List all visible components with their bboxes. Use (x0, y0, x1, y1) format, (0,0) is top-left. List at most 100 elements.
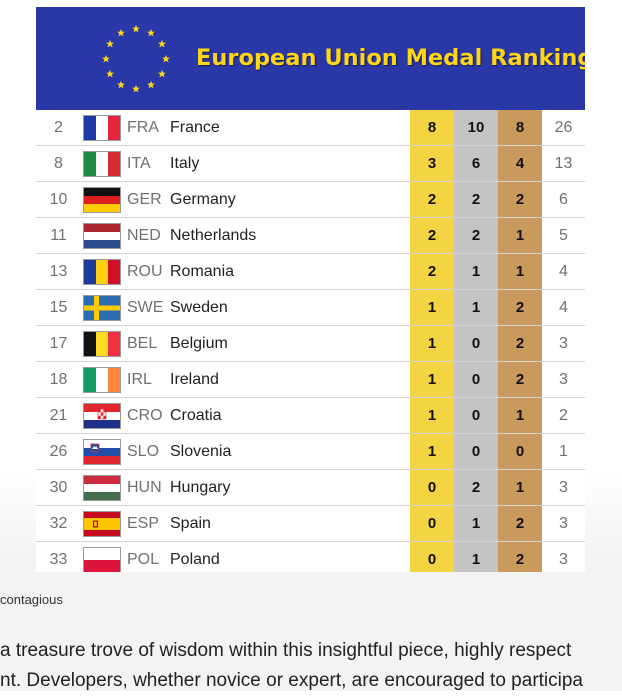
bronze-count: 4 (498, 146, 542, 181)
article-line: a treasure trove of wisdom within this i… (0, 640, 572, 661)
silver-count: 0 (454, 362, 498, 397)
rank-cell: 26 (49, 443, 68, 460)
bronze-count: 2 (498, 542, 542, 572)
country-name: Poland (170, 551, 220, 568)
rank-cell: 11 (50, 227, 67, 244)
gold-count: 1 (410, 362, 454, 397)
bronze-count: 0 (498, 434, 542, 469)
flag-italy-icon (84, 152, 120, 176)
flag-germany-icon (84, 188, 120, 212)
star-icon (102, 54, 110, 63)
rank-cell: 10 (49, 191, 68, 208)
gold-count: 2 (410, 218, 454, 253)
table-row: 30 HUN Hungary 0 2 1 3 (36, 470, 585, 506)
bronze-count: 1 (498, 398, 542, 433)
bronze-count: 1 (498, 254, 542, 289)
country-name: Slovenia (170, 443, 232, 460)
rank-cell: 15 (49, 299, 68, 316)
country-name: Netherlands (170, 227, 257, 244)
total-count: 6 (559, 191, 568, 208)
country-name: Romania (170, 263, 235, 280)
table-row: 13 ROU Romania 2 1 1 4 (36, 254, 585, 290)
silver-count: 2 (454, 470, 498, 505)
medal-ranking-image: European Union Medal Ranking 2 FRA France 8… (36, 7, 585, 572)
gold-count: 0 (410, 506, 454, 541)
total-count: 3 (559, 551, 568, 568)
table-row: 26 SLO Slovenia 1 0 0 1 (36, 434, 585, 470)
flag-ireland-icon (84, 368, 120, 392)
total-count: 1 (559, 443, 568, 460)
country-code: IRL (127, 371, 152, 388)
total-count: 3 (559, 371, 568, 388)
flag-spain-icon (84, 512, 120, 536)
gold-count: 3 (410, 146, 454, 181)
flag-france-icon (84, 116, 120, 140)
flag-romania-icon (84, 260, 120, 284)
country-code: SLO (127, 443, 160, 460)
country-name: Germany (170, 191, 236, 208)
star-icon (132, 24, 140, 33)
country-code: CRO (127, 407, 163, 424)
table-row: 8 ITA Italy 3 6 4 13 (36, 146, 585, 182)
country-name: Spain (170, 515, 211, 532)
bronze-count: 2 (498, 182, 542, 217)
star-icon (106, 39, 115, 48)
bronze-count: 8 (498, 110, 542, 145)
country-name: Hungary (170, 479, 231, 496)
article-body: a treasure trove of wisdom within this i… (0, 636, 622, 696)
flag-poland-icon (84, 548, 120, 572)
rank-cell: 17 (49, 335, 68, 352)
star-icon (147, 80, 155, 89)
silver-count: 1 (454, 542, 498, 572)
gold-count: 0 (410, 470, 454, 505)
country-code: NED (127, 227, 161, 244)
country-code: FRA (127, 119, 159, 136)
eu-flag-header: European Union Medal Ranking (36, 7, 585, 110)
silver-count: 2 (454, 182, 498, 217)
bronze-count: 2 (498, 290, 542, 325)
country-code: ITA (127, 155, 151, 172)
total-count: 2 (559, 407, 568, 424)
country-name: Sweden (170, 299, 228, 316)
table-row: 33 POL Poland 0 1 2 3 (36, 542, 585, 572)
gold-count: 2 (410, 254, 454, 289)
ranking-title: European Union Medal Ranking (196, 45, 585, 71)
total-count: 5 (559, 227, 568, 244)
silver-count: 10 (454, 110, 498, 145)
table-row: 32 ESP Spain 0 1 2 3 (36, 506, 585, 542)
bronze-count: 1 (498, 470, 542, 505)
table-row: 17 BEL Belgium 1 0 2 3 (36, 326, 585, 362)
gold-count: 0 (410, 542, 454, 572)
country-code: ROU (127, 263, 163, 280)
silver-count: 1 (454, 254, 498, 289)
flag-hungary-icon (84, 476, 120, 500)
rank-cell: 32 (49, 515, 68, 532)
star-icon (147, 28, 155, 37)
star-icon (132, 84, 140, 93)
table-row: 11 NED Netherlands 2 2 1 5 (36, 218, 585, 254)
country-name: Italy (170, 155, 200, 172)
gold-count: 1 (410, 290, 454, 325)
table-row: 21 CRO Croatia 1 0 1 2 (36, 398, 585, 434)
silver-count: 0 (454, 434, 498, 469)
bronze-count: 2 (498, 506, 542, 541)
country-name: France (170, 119, 220, 136)
country-code: ESP (127, 515, 160, 532)
star-icon (117, 28, 125, 37)
silver-count: 0 (454, 326, 498, 361)
image-caption: contagious (0, 592, 63, 607)
star-icon (117, 80, 125, 89)
bronze-count: 1 (498, 218, 542, 253)
table-row: 15 SWE Sweden 1 1 2 4 (36, 290, 585, 326)
total-count: 3 (559, 479, 568, 496)
star-icon (162, 54, 170, 63)
total-count: 13 (554, 155, 573, 172)
total-count: 3 (559, 335, 568, 352)
total-count: 3 (559, 515, 568, 532)
country-name: Ireland (170, 371, 219, 388)
total-count: 4 (559, 299, 568, 316)
gold-count: 2 (410, 182, 454, 217)
table-row: 10 GER Germany 2 2 2 6 (36, 182, 585, 218)
country-code: HUN (127, 479, 162, 496)
rank-cell: 8 (54, 155, 63, 172)
